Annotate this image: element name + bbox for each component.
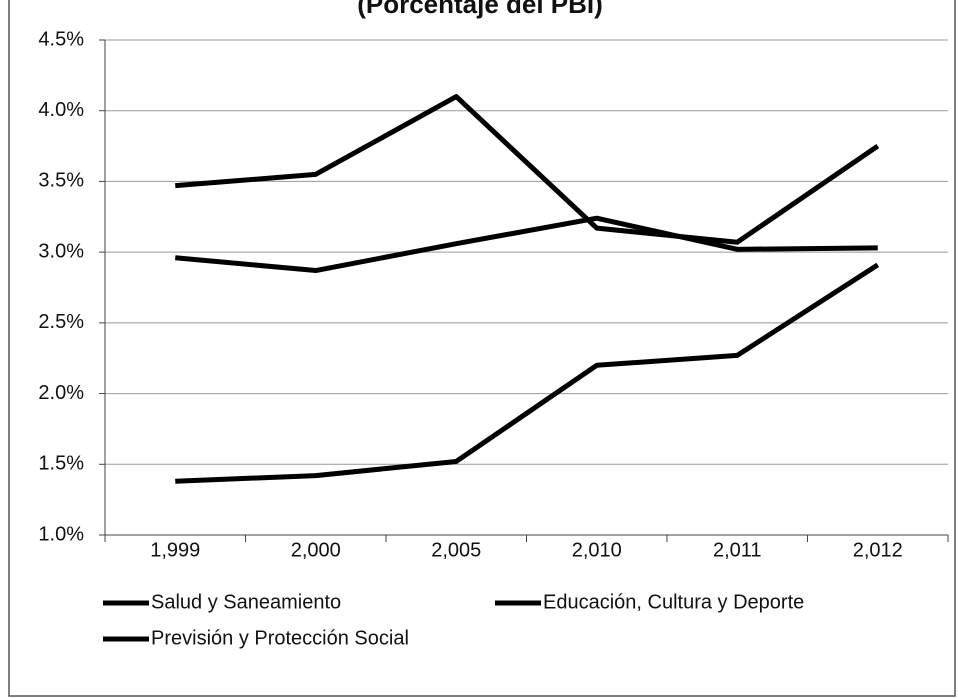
x-tick-label: 2,000 — [291, 539, 341, 561]
chart-frame — [8, 0, 956, 697]
legend-label: Previsión y Protección Social — [151, 627, 409, 649]
series-line — [175, 215, 878, 274]
legend-label: Educación, Cultura y Deporte — [543, 591, 804, 613]
x-tick-label: 1,999 — [150, 539, 200, 561]
chart-title: (Porcentaje del PBI) — [357, 0, 603, 19]
legend-label: Salud y Saneamiento — [151, 591, 341, 613]
y-tick-label: 3.0% — [38, 240, 84, 262]
x-tick-label: 2,010 — [572, 539, 622, 561]
series-line — [175, 94, 880, 245]
y-tick-label: 4.5% — [38, 28, 84, 50]
series-line — [175, 262, 880, 484]
y-tick-label: 2.0% — [38, 382, 84, 404]
x-tick-label: 2,005 — [431, 539, 481, 561]
x-tick-label: 2,011 — [713, 539, 762, 561]
y-tick-label: 1.5% — [38, 453, 84, 475]
x-tick-label: 2,012 — [853, 539, 903, 561]
y-tick-label: 2.5% — [38, 311, 84, 333]
y-tick-label: 4.0% — [38, 99, 84, 121]
y-tick-label: 3.5% — [38, 170, 84, 192]
y-tick-label: 1.0% — [38, 523, 84, 545]
